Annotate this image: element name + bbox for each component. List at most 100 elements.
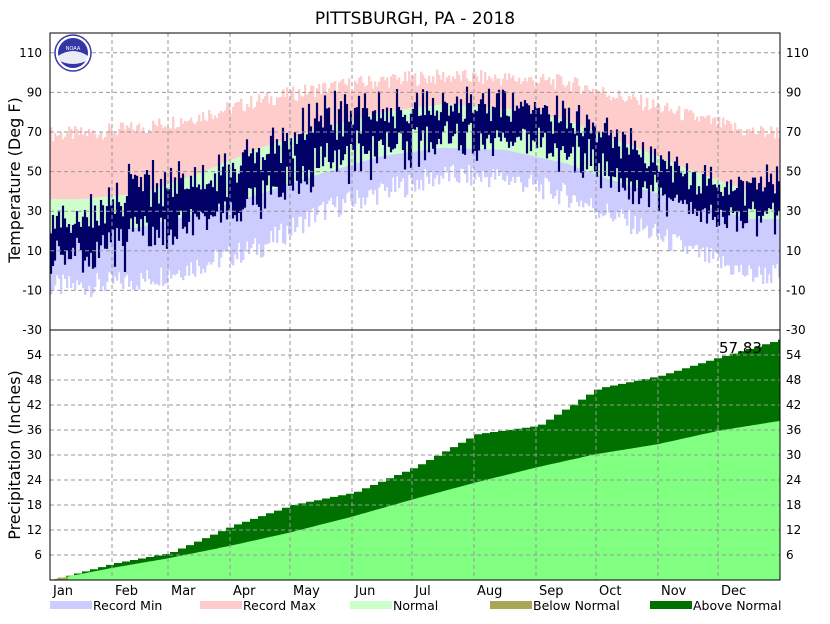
record-min-bar [182, 217, 185, 281]
record-max-bar [208, 109, 211, 170]
record-min-bar [450, 148, 453, 167]
record-max-bar [74, 126, 77, 200]
record-max-bar [514, 80, 517, 111]
record-max-bar [536, 82, 539, 115]
record-min-bar [656, 193, 659, 237]
record-min-bar [388, 154, 391, 198]
record-min-bar [254, 195, 257, 238]
record-max-bar [84, 131, 87, 199]
temperature-panel [49, 69, 781, 298]
record-min-bar [678, 198, 681, 236]
record-max-bar [408, 71, 411, 109]
record-min-bar [760, 219, 763, 275]
record-min-bar [218, 206, 221, 268]
record-min-bar [318, 174, 321, 206]
record-min-bar [116, 228, 119, 281]
precipitation-tick-label-right: 6 [786, 548, 794, 562]
record-min-bar [280, 186, 283, 224]
record-max-bar [724, 124, 727, 183]
record-max-bar [210, 114, 213, 169]
record-min-bar [640, 189, 643, 219]
precipitation-tick-label-right: 30 [786, 448, 801, 462]
record-max-bar [544, 80, 547, 116]
precipitation-tick-label-left: 6 [34, 548, 42, 562]
record-min-bar [434, 148, 437, 179]
record-max-bar [768, 133, 771, 192]
record-max-bar [754, 133, 757, 192]
record-max-bar [448, 75, 451, 105]
record-max-bar [594, 93, 597, 132]
record-max-bar [534, 86, 537, 114]
record-max-bar [484, 72, 487, 107]
normal-bar [162, 185, 165, 222]
record-min-bar [546, 159, 549, 179]
record-max-bar [336, 93, 339, 124]
record-max-bar [374, 81, 377, 115]
normal-bar [696, 172, 699, 204]
record-min-bar [244, 198, 247, 252]
normal-bar [54, 199, 57, 231]
normal-bar [602, 134, 605, 177]
record-max-bar [174, 128, 177, 182]
record-min-bar [452, 148, 455, 165]
normal-bar [544, 115, 547, 159]
record-min-bar [604, 177, 607, 216]
record-max-bar [764, 136, 767, 192]
record-max-bar [248, 107, 251, 153]
normal-bar [92, 198, 95, 231]
record-min-bar [340, 167, 343, 215]
record-max-bar [76, 128, 79, 200]
record-min-bar [242, 199, 245, 260]
record-min-bar [132, 227, 135, 290]
record-max-bar [456, 71, 459, 106]
record-min-bar [674, 197, 677, 235]
month-label: Jul [414, 584, 431, 599]
record-max-bar [598, 91, 601, 133]
record-max-bar [478, 82, 481, 107]
record-min-bar [642, 189, 645, 230]
record-max-bar [774, 138, 777, 192]
record-min-bar [494, 149, 497, 180]
temperature-tick-label-left: 10 [27, 244, 42, 258]
record-max-bar [558, 74, 561, 119]
record-max-bar [710, 123, 713, 178]
record-min-bar [662, 194, 665, 242]
record-max-bar [760, 125, 763, 192]
record-max-bar [86, 136, 89, 199]
record-min-bar [548, 159, 551, 182]
record-max-bar [290, 90, 293, 138]
record-max-bar [338, 82, 341, 124]
record-min-bar [324, 172, 327, 220]
normal-bar [356, 118, 359, 164]
normal-bar [64, 199, 67, 231]
record-min-bar [70, 231, 73, 289]
record-max-bar [662, 111, 665, 159]
record-min-bar [556, 161, 559, 190]
record-max-bar [592, 88, 595, 131]
record-min-bar [336, 168, 339, 197]
record-max-bar [68, 126, 71, 200]
record-max-bar [702, 116, 705, 175]
record-min-bar [332, 170, 335, 205]
record-max-bar [590, 92, 593, 130]
record-max-bar [762, 128, 765, 192]
record-max-bar [552, 79, 555, 118]
record-max-bar [530, 76, 533, 114]
record-max-bar [668, 111, 671, 162]
record-min-bar [536, 156, 539, 181]
record-max-bar [382, 76, 385, 113]
record-max-bar [580, 93, 583, 126]
record-min-bar [276, 188, 279, 243]
record-min-bar [444, 147, 447, 167]
record-max-bar [510, 77, 513, 110]
noaa-logo: NOAA [54, 34, 92, 72]
record-max-bar [400, 84, 403, 110]
record-max-bar [138, 123, 141, 194]
record-min-bar [484, 149, 487, 178]
record-max-bar [130, 122, 133, 195]
record-max-bar [288, 98, 291, 139]
record-min-bar [302, 179, 305, 234]
record-max-bar [608, 95, 611, 137]
record-min-bar [264, 192, 267, 245]
record-min-bar [416, 151, 419, 180]
